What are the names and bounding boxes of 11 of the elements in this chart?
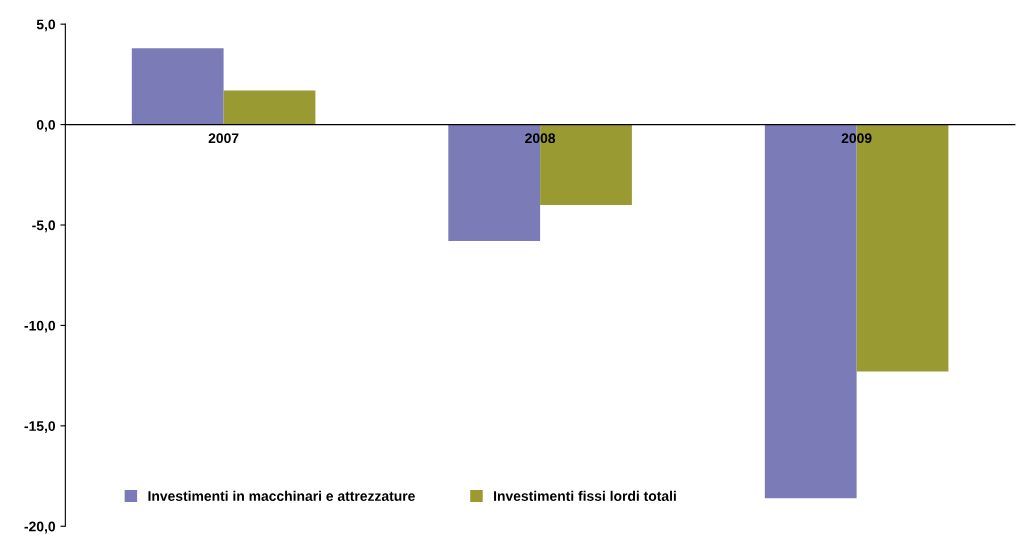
y-tick-label: -5,0 bbox=[32, 220, 56, 233]
legend-label: Investimenti in macchinari e attrezzature bbox=[148, 490, 415, 501]
y-tick-label: -20,0 bbox=[24, 521, 56, 534]
x-tick-label: 2007 bbox=[208, 133, 239, 144]
bar bbox=[131, 48, 224, 125]
y-tick-label: -10,0 bbox=[24, 320, 56, 333]
legend-label: Investimenti fissi lordi totali bbox=[494, 490, 676, 501]
y-tick-label: -15,0 bbox=[24, 421, 56, 434]
y-tick-label: 0,0 bbox=[36, 119, 56, 132]
bar bbox=[223, 90, 316, 125]
y-tick-label: 5,0 bbox=[36, 19, 56, 32]
